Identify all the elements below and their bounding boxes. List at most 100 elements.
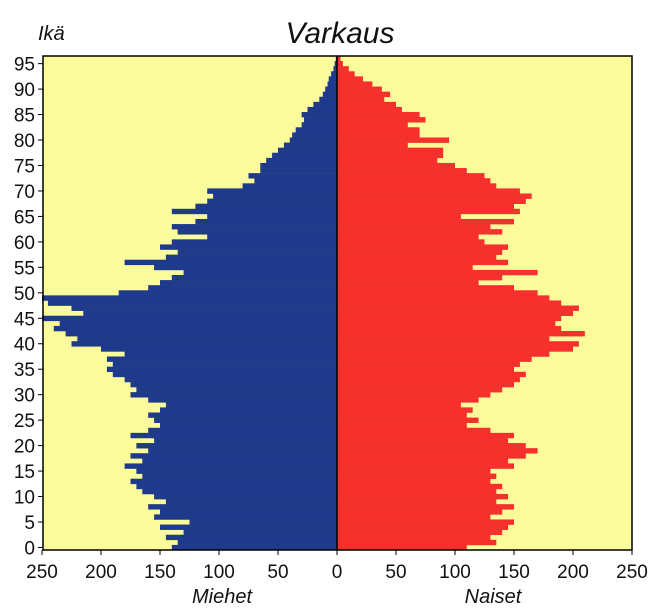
x-tick-label: 200 xyxy=(85,562,117,583)
women-bar xyxy=(337,244,509,250)
women-bar xyxy=(337,290,538,296)
y-tick-label: 10 xyxy=(14,488,35,509)
women-bar xyxy=(337,336,550,342)
women-bar xyxy=(337,285,514,291)
men-bar xyxy=(160,509,337,515)
men-bar xyxy=(283,142,337,148)
women-bar xyxy=(337,361,520,367)
men-bar xyxy=(160,244,337,250)
men-bar xyxy=(154,493,337,500)
women-bar xyxy=(337,427,491,434)
men-bar xyxy=(260,162,337,169)
x-tick-label: 100 xyxy=(439,562,471,583)
men-bar xyxy=(130,453,337,459)
men-bar xyxy=(101,346,337,352)
y-tick-label: 5 xyxy=(24,513,35,534)
men-bar xyxy=(124,259,337,266)
x-tick-label: 150 xyxy=(498,562,530,583)
women-bar xyxy=(337,463,514,469)
y-tick-label: 80 xyxy=(14,131,35,152)
men-bar xyxy=(136,443,337,449)
women-bar xyxy=(337,86,382,92)
y-tick-label: 60 xyxy=(14,233,35,254)
women-bar xyxy=(337,346,573,352)
women-bar xyxy=(337,249,503,255)
men-bar xyxy=(177,539,337,546)
men-bar xyxy=(295,127,337,133)
y-tick-label: 85 xyxy=(14,106,35,127)
women-bar xyxy=(337,320,556,327)
men-bar xyxy=(313,101,337,108)
y-tick-label: 20 xyxy=(14,437,35,458)
men-bar xyxy=(260,168,337,174)
x-tick-label: 150 xyxy=(144,562,176,583)
women-bar xyxy=(337,534,491,541)
women-bar xyxy=(337,422,467,429)
women-bar xyxy=(337,432,514,439)
men-bar xyxy=(171,224,337,230)
women-bar xyxy=(337,91,391,98)
y-tick-label: 50 xyxy=(14,284,35,305)
men-bar xyxy=(112,371,337,378)
women-bar xyxy=(337,122,408,128)
y-tick-label: 90 xyxy=(14,80,35,101)
y-axis-ticks: 0 5 10 15 20 25 30 35 40 45 50 55 60 65 70 75 80 85 90 95 xyxy=(14,55,43,559)
men-bar xyxy=(154,437,337,444)
men-bar xyxy=(301,112,337,118)
men-bar xyxy=(142,488,337,495)
women-bar xyxy=(337,351,550,357)
women-bar xyxy=(337,488,497,495)
men-bar xyxy=(142,473,337,480)
women-bar xyxy=(337,315,562,322)
x-tick-label: 0 xyxy=(332,562,343,583)
men-bar xyxy=(148,285,337,291)
x-tick-label: 200 xyxy=(557,562,589,583)
men-bar xyxy=(71,341,337,347)
men-bar xyxy=(148,504,337,510)
women-bar xyxy=(337,468,491,474)
women-bar xyxy=(337,300,562,306)
women-bar xyxy=(337,402,461,408)
x-tick-label: 50 xyxy=(267,562,288,583)
women-bar xyxy=(337,218,514,225)
men-bar xyxy=(160,280,337,286)
men-bar xyxy=(160,407,337,413)
y-tick-label: 30 xyxy=(14,386,35,407)
men-bar xyxy=(154,264,337,271)
men-bar xyxy=(207,234,337,240)
women-bar xyxy=(337,132,420,138)
men-bar xyxy=(307,106,337,113)
women-bar xyxy=(337,331,585,337)
men-bar xyxy=(124,376,337,383)
men-bar xyxy=(148,412,337,418)
women-bar xyxy=(337,529,503,536)
women-bar xyxy=(337,224,491,230)
men-bar xyxy=(124,351,337,357)
women-bar xyxy=(337,178,491,184)
men-bar xyxy=(165,534,337,541)
x-axis-ticks: 250 200 150 100 50 0 50 100 150 200 250 xyxy=(26,550,648,583)
men-bar xyxy=(83,310,337,317)
women-bar xyxy=(337,376,520,383)
women-bar xyxy=(337,519,514,525)
y-tick-label: 65 xyxy=(14,207,35,228)
men-bar xyxy=(183,269,337,276)
women-bar xyxy=(337,443,526,449)
men-bar xyxy=(333,66,337,72)
women-bar xyxy=(337,371,526,378)
men-bar xyxy=(142,458,337,464)
women-bar xyxy=(337,188,520,194)
men-bar xyxy=(331,71,337,77)
women-bar xyxy=(337,437,509,444)
women-bar xyxy=(337,478,491,485)
y-tick-label: 15 xyxy=(14,462,35,483)
y-tick-label: 0 xyxy=(24,538,35,559)
women-bar xyxy=(337,173,485,179)
men-bar xyxy=(136,387,337,393)
men-bar xyxy=(136,468,337,474)
y-tick-label: 35 xyxy=(14,360,35,381)
women-bar xyxy=(337,208,520,215)
men-bar xyxy=(248,173,337,179)
men-bar xyxy=(292,132,337,138)
men-bar xyxy=(106,356,338,362)
